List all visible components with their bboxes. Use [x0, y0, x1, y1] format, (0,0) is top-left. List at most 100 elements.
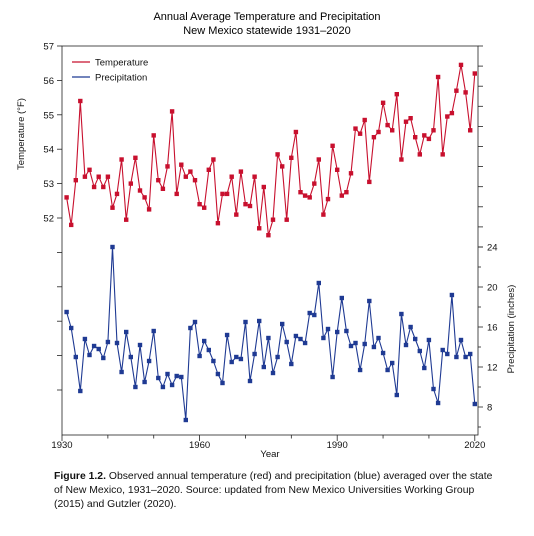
- dual-axis-line-chart: Annual Average Temperature and Precipita…: [16, 11, 517, 460]
- data-point-temperature: [376, 129, 381, 135]
- right-tick-label: 20: [487, 283, 498, 294]
- x-tick-label: 2020: [464, 440, 485, 451]
- legend-label-temperature: Temperature: [95, 58, 148, 69]
- data-point-precipitation: [87, 352, 92, 358]
- data-point-precipitation: [69, 325, 74, 331]
- data-point-precipitation: [431, 386, 436, 392]
- data-point-temperature: [243, 202, 248, 207]
- data-point-temperature: [399, 157, 404, 162]
- figure-caption: Figure 1.2. Observed annual temperature …: [54, 470, 494, 512]
- data-point-precipitation: [330, 374, 335, 380]
- data-point-precipitation: [192, 319, 198, 325]
- data-point-precipitation: [293, 333, 299, 339]
- data-point-precipitation: [64, 309, 69, 315]
- data-point-precipitation: [124, 329, 129, 335]
- data-point-precipitation: [266, 335, 271, 341]
- data-point-precipitation: [238, 356, 244, 362]
- data-point-temperature: [211, 157, 216, 162]
- data-point-precipitation: [321, 335, 326, 341]
- data-point-temperature: [169, 109, 175, 114]
- left-tick-label: 53: [43, 179, 54, 190]
- data-point-precipitation: [257, 318, 262, 324]
- data-point-precipitation: [362, 341, 367, 347]
- data-point-temperature: [142, 195, 147, 200]
- data-point-temperature: [197, 202, 202, 207]
- data-point-precipitation: [367, 298, 372, 304]
- data-point-temperature: [128, 181, 133, 186]
- data-point-precipitation: [169, 382, 175, 388]
- data-point-temperature: [362, 117, 367, 123]
- data-point-temperature: [449, 110, 455, 116]
- data-point-temperature: [119, 157, 124, 162]
- data-point-temperature: [390, 128, 395, 133]
- left-y-axis: 57 56 55 54 53 52: [43, 42, 62, 391]
- data-point-precipitation: [376, 335, 381, 341]
- data-point-temperature: [325, 196, 331, 202]
- data-point-precipitation: [78, 388, 83, 394]
- data-point-temperature: [463, 90, 468, 95]
- data-point-precipitation: [302, 340, 308, 346]
- data-point-temperature: [293, 129, 299, 135]
- data-point-precipitation: [96, 346, 101, 352]
- data-point-precipitation: [458, 337, 464, 343]
- data-point-temperature: [202, 205, 207, 210]
- data-point-temperature: [174, 191, 179, 197]
- data-point-temperature: [270, 217, 276, 222]
- data-point-precipitation: [261, 364, 266, 370]
- data-point-temperature: [137, 188, 143, 193]
- data-point-precipitation: [403, 342, 409, 348]
- data-point-precipitation: [413, 336, 418, 342]
- data-point-temperature: [124, 217, 129, 222]
- data-point-precipitation: [357, 367, 363, 373]
- data-point-precipitation: [101, 355, 106, 361]
- data-point-temperature: [312, 181, 317, 186]
- data-point-temperature: [302, 193, 308, 198]
- data-point-temperature: [247, 203, 253, 209]
- data-point-precipitation: [312, 312, 317, 318]
- data-point-temperature: [348, 171, 354, 176]
- data-point-precipitation: [151, 328, 156, 334]
- data-point-temperature: [394, 92, 399, 97]
- data-point-temperature: [69, 222, 74, 228]
- data-point-precipitation: [280, 321, 285, 327]
- data-point-precipitation: [422, 365, 427, 371]
- x-tick-label: 1960: [189, 440, 210, 451]
- data-point-precipitation: [243, 319, 248, 325]
- data-point-precipitation: [114, 340, 120, 346]
- data-point-temperature: [385, 122, 390, 128]
- data-point-precipitation: [435, 400, 441, 406]
- data-point-precipitation: [344, 328, 349, 334]
- data-point-temperature: [280, 164, 285, 169]
- data-point-temperature: [114, 191, 120, 197]
- left-tick-label: 57: [43, 42, 54, 53]
- data-point-precipitation: [399, 311, 404, 317]
- chart-title: Annual Average Temperature and Precipita…: [153, 11, 380, 23]
- data-point-temperature: [426, 136, 432, 142]
- data-point-precipitation: [133, 384, 138, 390]
- data-point-temperature: [380, 100, 386, 105]
- plot-frame: [61, 45, 479, 436]
- data-point-precipitation: [91, 343, 97, 349]
- data-point-temperature: [188, 169, 193, 174]
- data-point-temperature: [321, 212, 326, 217]
- data-point-precipitation: [390, 360, 395, 366]
- data-point-temperature: [224, 191, 230, 197]
- right-tick-label: 12: [487, 363, 498, 374]
- data-point-temperature: [105, 174, 111, 179]
- data-point-precipitation: [197, 353, 202, 359]
- data-point-precipitation: [82, 336, 88, 342]
- data-point-precipitation: [339, 295, 344, 301]
- data-point-temperature: [266, 233, 271, 238]
- data-point-temperature: [179, 162, 184, 167]
- data-point-precipitation: [137, 342, 143, 348]
- caption-label: Figure 1.2.: [54, 471, 106, 482]
- data-point-precipitation: [215, 371, 221, 377]
- data-point-precipitation: [183, 417, 188, 423]
- data-point-precipitation: [128, 354, 133, 360]
- x-axis: 1930 1960 1990 2020: [51, 435, 485, 451]
- data-point-temperature: [330, 143, 335, 148]
- data-point-precipitation: [454, 354, 459, 360]
- data-point-temperature: [220, 191, 225, 197]
- data-point-temperature: [435, 74, 441, 80]
- data-point-temperature: [417, 152, 422, 157]
